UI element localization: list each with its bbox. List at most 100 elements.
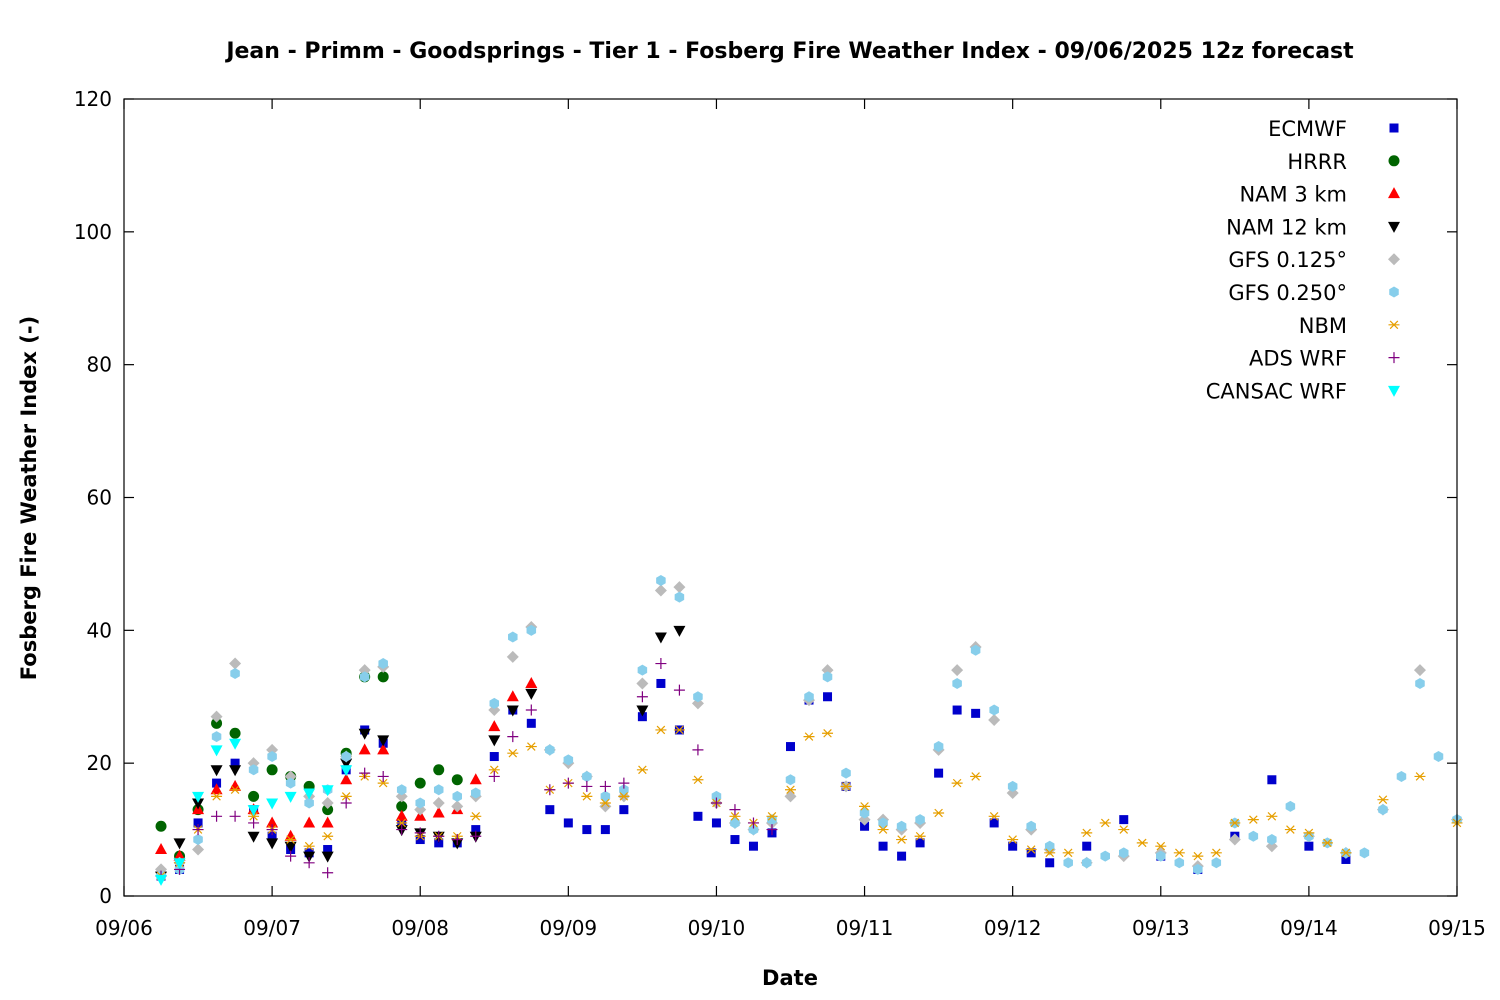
- data-point: [471, 825, 481, 835]
- data-point: [192, 843, 205, 856]
- series-cansac-wrf: [155, 738, 353, 886]
- data-point: [988, 713, 1001, 726]
- data-point: [599, 780, 611, 792]
- data-point: [1026, 820, 1036, 832]
- data-point: [784, 790, 797, 803]
- data-point: [284, 841, 297, 853]
- data-point: [359, 671, 370, 683]
- data-point: [1211, 857, 1222, 869]
- data-point: [303, 841, 315, 851]
- data-point: [247, 805, 260, 817]
- data-point: [173, 838, 186, 850]
- data-point: [915, 814, 925, 826]
- data-point: [562, 777, 574, 789]
- data-point: [951, 664, 964, 677]
- data-point: [1118, 847, 1129, 859]
- data-point: [582, 825, 592, 835]
- data-point: [506, 705, 519, 717]
- data-point: [489, 697, 500, 709]
- data-point: [654, 584, 667, 597]
- x-tick-label: 09/08: [391, 916, 449, 940]
- data-point: [693, 811, 703, 821]
- data-point: [1284, 825, 1296, 834]
- data-point: [896, 835, 908, 844]
- data-point: [860, 821, 870, 831]
- y-tick-label: 60: [87, 486, 112, 510]
- data-point: [396, 824, 408, 836]
- series-ecmwf: [156, 678, 1351, 881]
- data-point: [155, 820, 167, 832]
- data-point: [285, 835, 297, 844]
- data-point: [378, 658, 388, 670]
- data-point: [1378, 804, 1388, 816]
- data-point: [970, 772, 982, 781]
- data-point: [1026, 848, 1036, 858]
- data-point: [804, 691, 814, 703]
- data-point: [507, 748, 519, 758]
- data-point: [230, 668, 240, 679]
- data-point: [1321, 838, 1333, 848]
- data-point: [469, 773, 482, 785]
- data-point: [1210, 848, 1222, 858]
- data-point: [637, 664, 648, 676]
- data-point: [248, 790, 260, 802]
- data-point: [933, 808, 945, 818]
- data-point: [192, 791, 205, 803]
- data-point: [1007, 780, 1018, 792]
- data-point: [267, 831, 277, 841]
- data-point: [506, 690, 519, 702]
- data-point: [340, 797, 352, 809]
- data-point: [322, 867, 334, 879]
- data-point: [563, 818, 573, 828]
- data-point: [434, 838, 444, 848]
- data-point: [952, 677, 962, 689]
- legend-label: NBM: [1299, 314, 1347, 338]
- data-point: [599, 800, 612, 813]
- data-point: [673, 684, 685, 696]
- data-point: [210, 765, 223, 777]
- data-point: [803, 732, 815, 741]
- series-nbm: [155, 725, 1463, 881]
- data-point: [673, 725, 685, 735]
- data-point: [673, 625, 686, 637]
- data-point: [193, 818, 203, 828]
- data-point: [915, 838, 925, 848]
- data-point: [322, 804, 334, 816]
- data-point: [451, 834, 463, 846]
- data-point: [1044, 840, 1055, 852]
- data-point: [636, 705, 649, 717]
- data-point: [1285, 800, 1296, 812]
- data-point: [284, 829, 297, 841]
- data-point: [396, 818, 408, 828]
- data-point: [914, 831, 926, 841]
- data-point: [545, 744, 555, 756]
- legend: ECMWF HRRR NAM 3 km NAM 12 km GFS 0.125° GFS …: [1206, 117, 1400, 403]
- data-point: [1340, 848, 1352, 858]
- data-point: [173, 849, 186, 861]
- data-point: [1413, 664, 1426, 677]
- data-point: [747, 817, 759, 829]
- data-point: [1081, 857, 1092, 869]
- data-point: [693, 691, 703, 703]
- data-point: [1008, 841, 1018, 851]
- data-point: [822, 729, 834, 738]
- data-point: [1303, 828, 1315, 838]
- data-point: [1433, 751, 1444, 763]
- data-point: [470, 812, 482, 821]
- data-point: [600, 790, 611, 802]
- data-point: [266, 838, 279, 850]
- data-point: [748, 824, 759, 836]
- x-axis-label: Date: [762, 966, 818, 990]
- data-point: [525, 742, 537, 751]
- y-tick-label: 120: [74, 87, 112, 111]
- data-point: [358, 743, 371, 755]
- data-point: [525, 676, 538, 688]
- legend-label: GFS 0.125°: [1228, 248, 1347, 272]
- data-point: [673, 581, 686, 594]
- data-point: [1396, 770, 1407, 782]
- x-tick-label: 09/09: [540, 916, 598, 940]
- x-tick-label: 09/10: [688, 916, 746, 940]
- data-point: [155, 874, 168, 886]
- data-point: [766, 812, 778, 821]
